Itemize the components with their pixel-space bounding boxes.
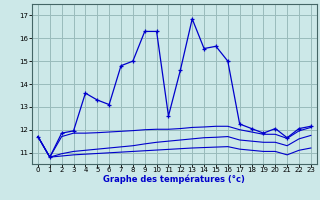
X-axis label: Graphe des températures (°c): Graphe des températures (°c) <box>103 175 245 184</box>
